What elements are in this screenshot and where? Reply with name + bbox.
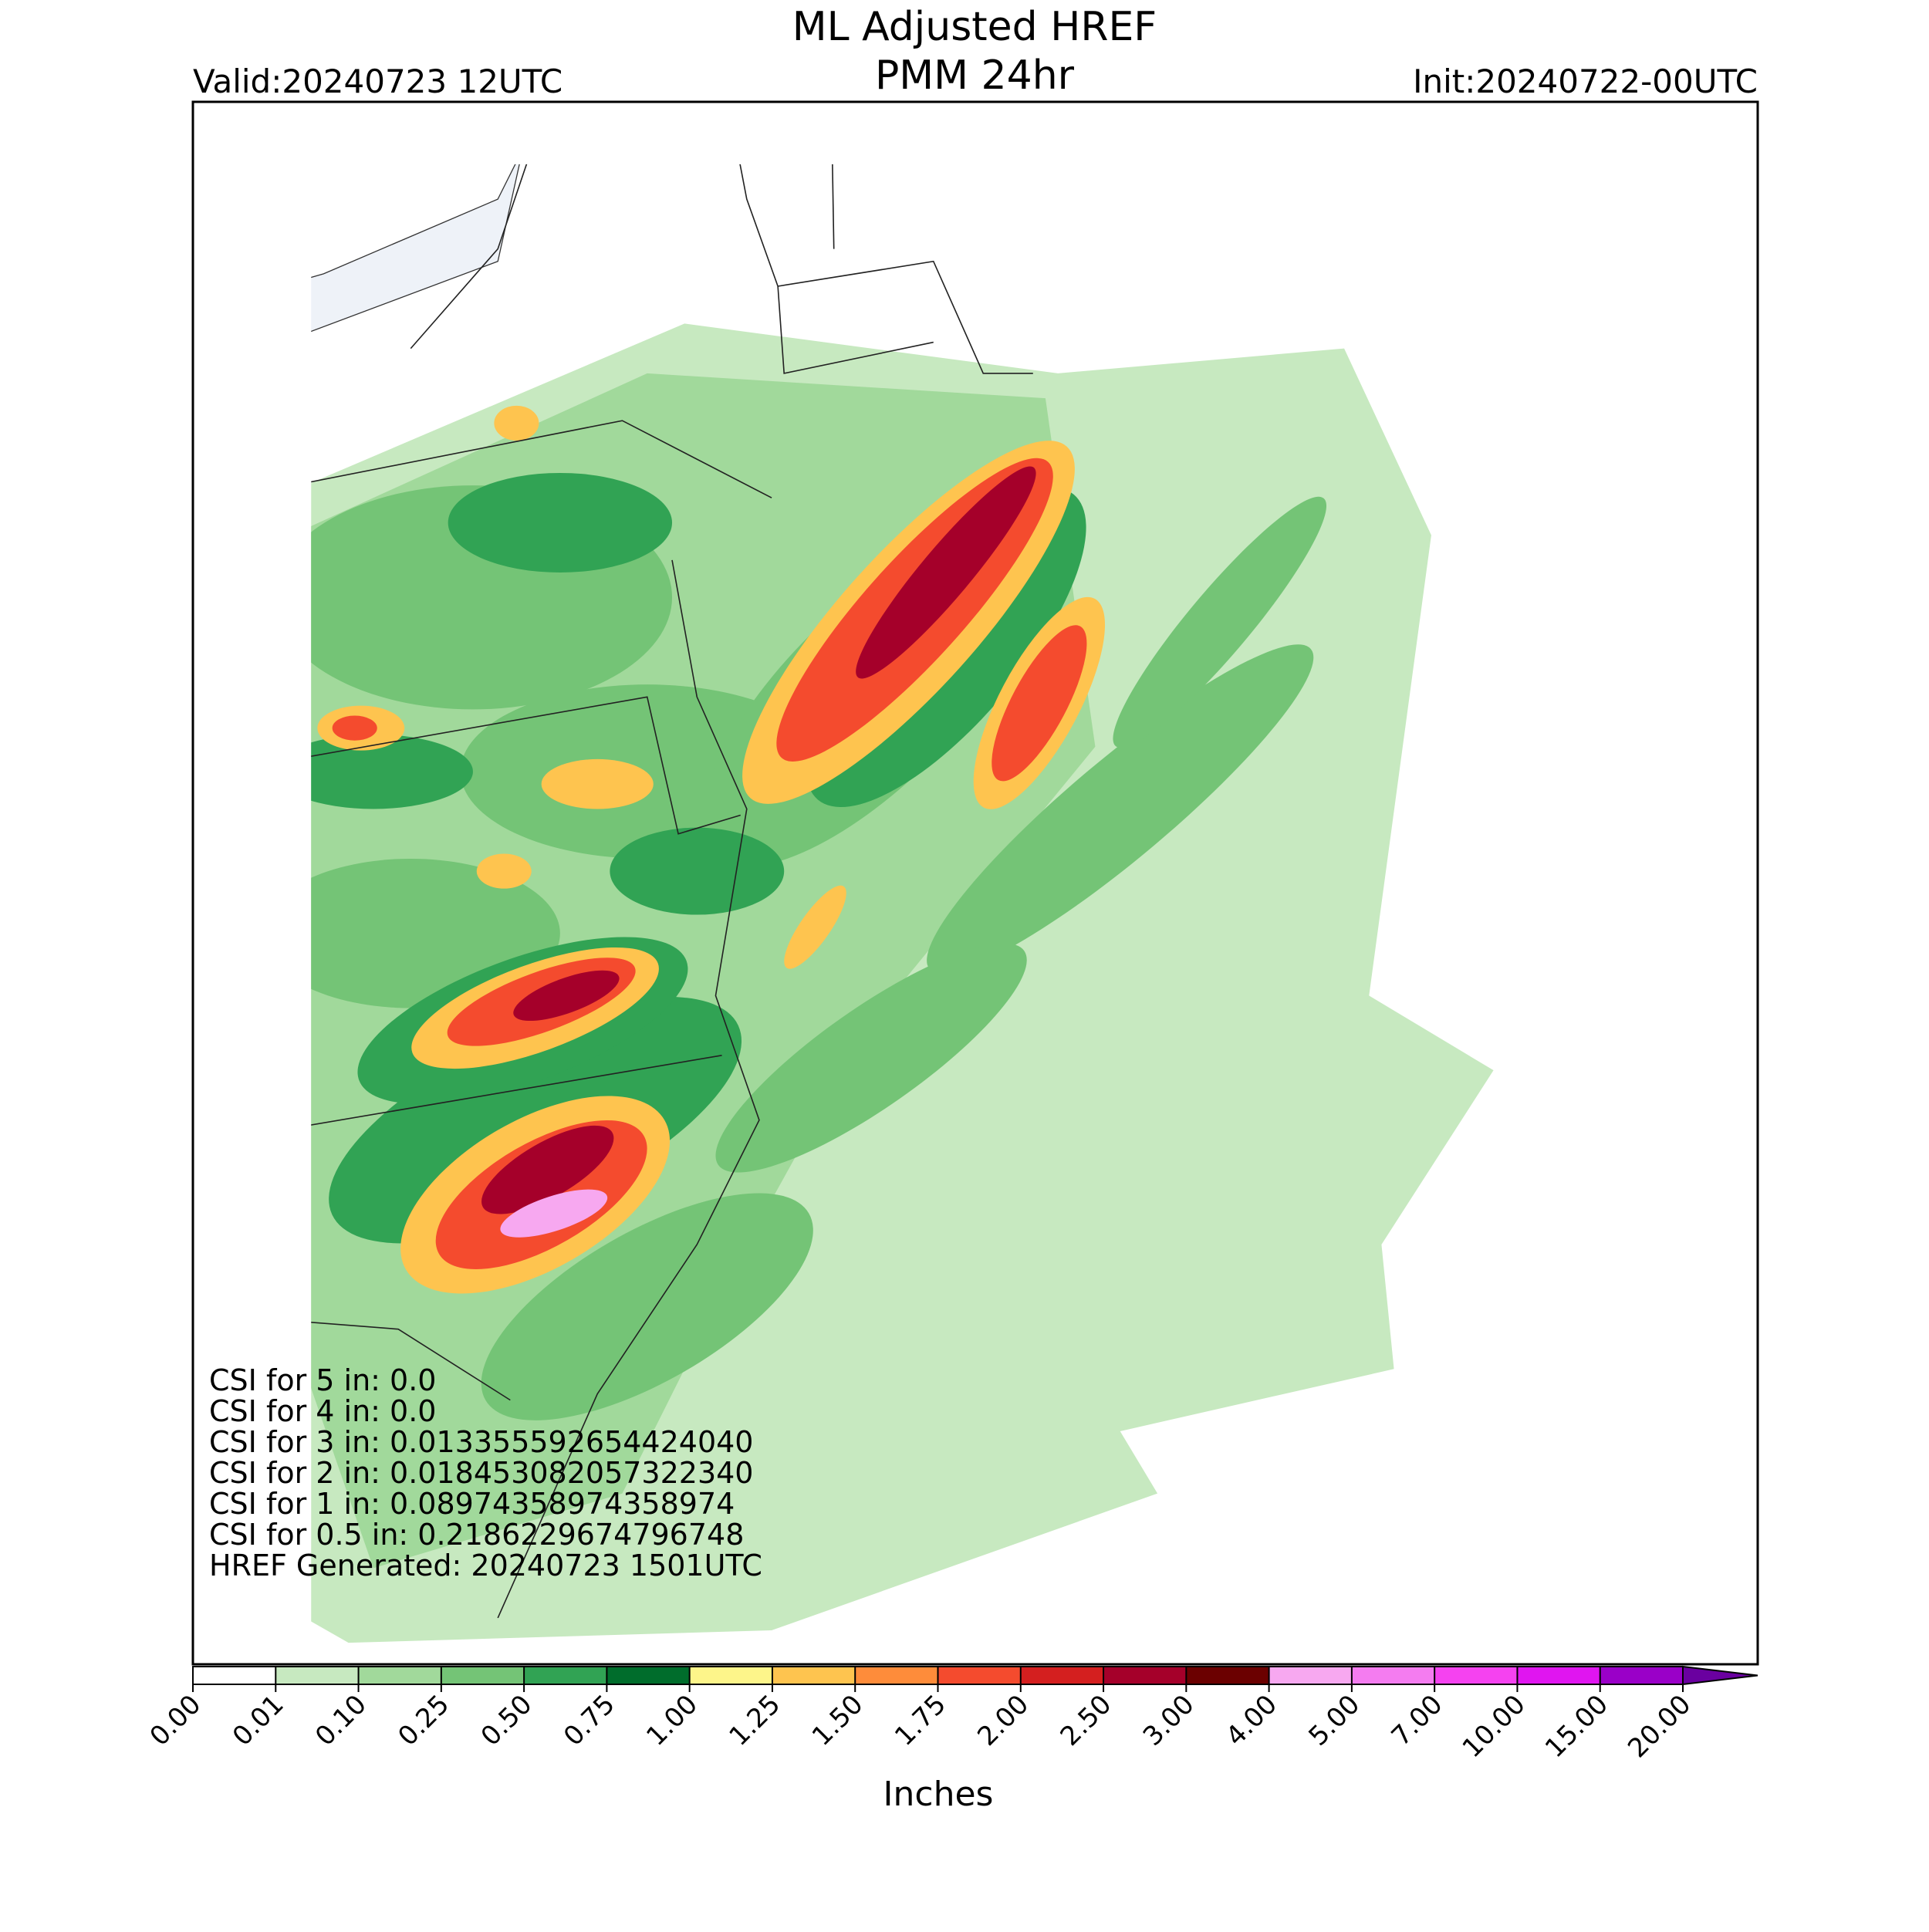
- colorbar-segment: [1600, 1667, 1683, 1684]
- colorbar-tick-label: 0.50: [475, 1689, 539, 1752]
- colorbar-tick-label: 1.25: [723, 1689, 786, 1752]
- subtitle: PMM 24hr: [875, 52, 1075, 99]
- csi-text: CSI for 1 in: 0.08974358974358974: [209, 1487, 735, 1521]
- valid-label: Valid:20240723 12UTC: [193, 62, 562, 100]
- colorbar-segment: [1269, 1667, 1352, 1684]
- colorbar-segment: [193, 1667, 276, 1684]
- map-frame: [191, 100, 1759, 1666]
- colorbar-segment: [606, 1667, 690, 1684]
- csi-text: HREF Generated: 20240723 1501UTC: [209, 1549, 762, 1582]
- colorbar-segment: [1020, 1667, 1104, 1684]
- colorbar-label: Inches: [883, 1775, 994, 1814]
- colorbar-extend: [1682, 1665, 1758, 1686]
- colorbar-segment: [1517, 1667, 1600, 1684]
- csi-text: CSI for 5 in: 0.0: [209, 1363, 436, 1397]
- colorbar-segment: [524, 1667, 607, 1684]
- colorbar-tick-label: 0.00: [144, 1689, 208, 1752]
- colorbar-segment: [275, 1667, 359, 1684]
- colorbar-segment: [772, 1667, 856, 1684]
- csi-text: CSI for 0.5 in: 0.2186229674796748: [209, 1518, 744, 1552]
- csi-text: CSI for 2 in: 0.018453082057322340: [209, 1456, 754, 1490]
- colorbar-tick-label: 7.00: [1386, 1689, 1449, 1752]
- colorbar-segment: [358, 1667, 441, 1684]
- colorbar-segment: [1434, 1667, 1518, 1684]
- init-label: Init:20240722-00UTC: [1413, 62, 1758, 100]
- colorbar-tick-label: 0.10: [309, 1689, 373, 1752]
- map: [191, 100, 1759, 1666]
- csi-text: CSI for 3 in: 0.013355592654424040: [209, 1425, 754, 1459]
- colorbar-tick-label: 2.00: [971, 1689, 1035, 1752]
- colorbar-tick-label: 0.75: [558, 1689, 621, 1752]
- colorbar-segment: [937, 1667, 1021, 1684]
- colorbar-tick-label: 1.50: [806, 1689, 870, 1752]
- colorbar-tick-label: 5.00: [1302, 1689, 1366, 1752]
- colorbar-tick-label: 0.01: [227, 1689, 290, 1752]
- colorbar-tick-label: 4.00: [1220, 1689, 1283, 1752]
- colorbar-segment: [689, 1667, 772, 1684]
- colorbar: 0.00 0.01 0.10 0.25 0.50 0.75 1.00 1.25 1.50 1.75…: [144, 1665, 1758, 1814]
- colorbar-tick-label: 1.75: [889, 1689, 952, 1752]
- title: ML Adjusted HREF: [792, 4, 1157, 50]
- colorbar-segment: [441, 1667, 525, 1684]
- colorbar-tick-label: 15.00: [1539, 1689, 1614, 1764]
- colorbar-tick-label: 3.00: [1137, 1689, 1201, 1752]
- colorbar-tick-label: 0.25: [392, 1689, 455, 1752]
- colorbar-segment: [1103, 1667, 1187, 1684]
- colorbar-segment: [1186, 1667, 1269, 1684]
- csi-text: CSI for 4 in: 0.0: [209, 1394, 436, 1428]
- colorbar-segment: [1351, 1667, 1435, 1684]
- colorbar-tick-label: 10.00: [1457, 1689, 1532, 1764]
- colorbar-tick-label: 1.00: [640, 1689, 704, 1752]
- colorbar-segment: [855, 1667, 938, 1684]
- colorbar-tick-label: 20.00: [1622, 1689, 1697, 1764]
- colorbar-tick-label: 2.50: [1055, 1689, 1118, 1752]
